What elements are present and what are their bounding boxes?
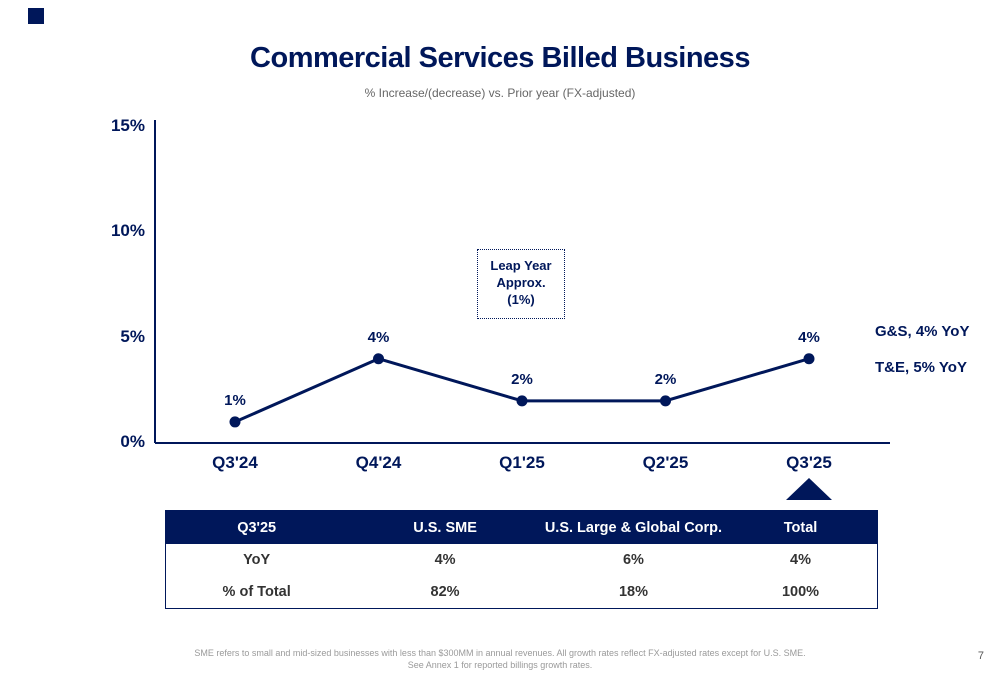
side-annotation-gs: G&S, 4% YoY [875,323,970,340]
y-tick-label: 15% [110,116,145,135]
table-row: % of Total 82% 18% 100% [166,576,877,608]
page-title: Commercial Services Billed Business [250,42,750,74]
footnote-line-1: SME refers to small and mid-sized busine… [194,648,806,658]
table-cell-yoy-large: 6% [622,552,644,568]
leap-year-annotation: Leap Year Approx. (1%) [477,249,565,319]
page-subtitle: % Increase/(decrease) vs. Prior year (FX… [364,86,636,100]
data-point-label: 2% [511,370,533,388]
amex-logo [28,8,44,24]
table-header-total: Total [783,519,818,536]
data-point [229,416,241,428]
data-line [234,357,810,424]
data-point-label: 1% [224,391,246,409]
table-row: YoY 4% 6% 4% [166,544,877,576]
y-tick-label: 5% [120,326,145,346]
data-point [660,395,671,407]
data-point [803,353,815,365]
page-number: 7 [977,650,984,662]
table-header-quarter: Q3'25 [237,519,277,536]
data-point [516,395,528,407]
side-annotation-te: T&E, 5% YoY [875,359,967,376]
table-cell-yoy-label: YoY [243,552,271,568]
table-cell-pct-label: % of Total [222,584,291,600]
table-header-row: Q3'25 U.S. SME U.S. Large & Global Corp.… [166,511,877,544]
table-cell-yoy-sme: 4% [434,552,456,568]
data-point [373,353,384,365]
x-category-label: Q3'25 [786,453,832,472]
table-cell-pct-large: 18% [618,584,648,600]
table-header-us-large-global: U.S. Large & Global Corp. [544,519,723,536]
footnote-line-2: See Annex 1 for reported billings growth… [407,660,593,670]
y-tick-label: 10% [110,221,145,241]
x-category-label: Q1'25 [499,453,545,472]
x-category-label: Q3'24 [212,453,258,472]
table-cell-yoy-total: 4% [790,552,812,568]
y-tick-label: 0% [120,432,145,451]
data-point-label: 4% [798,328,820,346]
summary-table: Q3'25 U.S. SME U.S. Large & Global Corp.… [165,510,878,609]
table-pointer-triangle-icon [786,478,832,500]
x-category-label: Q2'25 [642,453,689,472]
table-cell-pct-total: 100% [781,584,820,600]
data-point-label: 2% [654,370,677,388]
x-category-label: Q4'24 [355,453,402,472]
table-header-us-sme: U.S. SME [413,519,477,536]
data-point-label: 4% [367,328,390,346]
table-cell-pct-sme: 82% [430,584,460,600]
